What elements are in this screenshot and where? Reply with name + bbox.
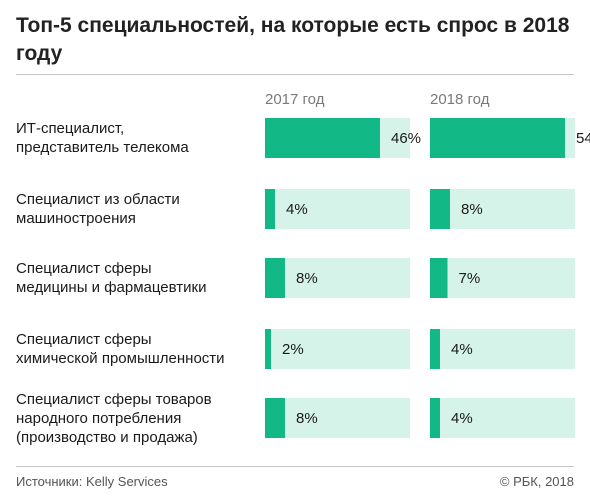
bottom-divider <box>16 466 574 467</box>
chart-title: Топ-5 специальностей, на которые есть сп… <box>16 14 570 65</box>
row-label-line: медицины и фармацевтики <box>16 279 207 296</box>
source-note: Источники: Kelly Services <box>16 474 168 489</box>
data-label: 54% <box>576 130 590 147</box>
bar <box>430 258 448 298</box>
bar-track <box>265 189 410 229</box>
data-label: 4% <box>286 201 308 218</box>
bar-track <box>430 258 575 298</box>
bar <box>265 398 285 438</box>
bar <box>430 329 440 369</box>
row-label: Специалист сферы химической промышленност… <box>16 330 261 368</box>
row-label: Специалист сферы медицины и фармацевтики <box>16 259 261 297</box>
bar-track <box>265 398 410 438</box>
bar-track <box>430 329 575 369</box>
data-label: 8% <box>461 201 483 218</box>
row-label-line: машиностроения <box>16 210 136 227</box>
row-label-line: Специалист сферы <box>16 260 152 277</box>
bar <box>265 118 380 158</box>
row-label-line: химической промышленности <box>16 350 225 367</box>
bar-track <box>265 258 410 298</box>
row-label-line: (производство и продажа) <box>16 428 198 446</box>
row-label-line: ИТ-специалист, <box>16 120 125 137</box>
data-label: 4% <box>451 341 473 358</box>
bar-track <box>430 398 575 438</box>
data-label: 46% <box>391 130 421 147</box>
top-divider <box>16 74 574 75</box>
bar <box>430 398 440 438</box>
bar <box>430 189 450 229</box>
bar-track <box>430 189 575 229</box>
bar <box>265 258 285 298</box>
row-label: Специалист из области машиностроения <box>16 190 261 228</box>
data-label: 4% <box>451 410 473 427</box>
row-label: Специалист сферы товаров народного потреб… <box>16 390 261 447</box>
bar-track <box>265 329 410 369</box>
row-label: ИТ-специалист, представитель телекома <box>16 119 261 157</box>
bar <box>430 118 565 158</box>
row-label-line: народного потребления <box>16 409 182 427</box>
row-label-line: Специалист сферы <box>16 331 152 348</box>
bar <box>265 329 271 369</box>
data-label: 8% <box>296 410 318 427</box>
data-label: 2% <box>282 341 304 358</box>
row-label-line: Специалист из области <box>16 191 180 208</box>
column-header-2018: 2018 год <box>430 91 490 108</box>
copyright-note: © РБК, 2018 <box>499 474 574 489</box>
row-label-line: Специалист сферы товаров <box>16 390 212 408</box>
bar <box>265 189 275 229</box>
data-label: 8% <box>296 270 318 287</box>
row-label-line: представитель телекома <box>16 139 189 156</box>
data-label: 7% <box>459 270 481 287</box>
column-header-2017: 2017 год <box>265 91 325 108</box>
